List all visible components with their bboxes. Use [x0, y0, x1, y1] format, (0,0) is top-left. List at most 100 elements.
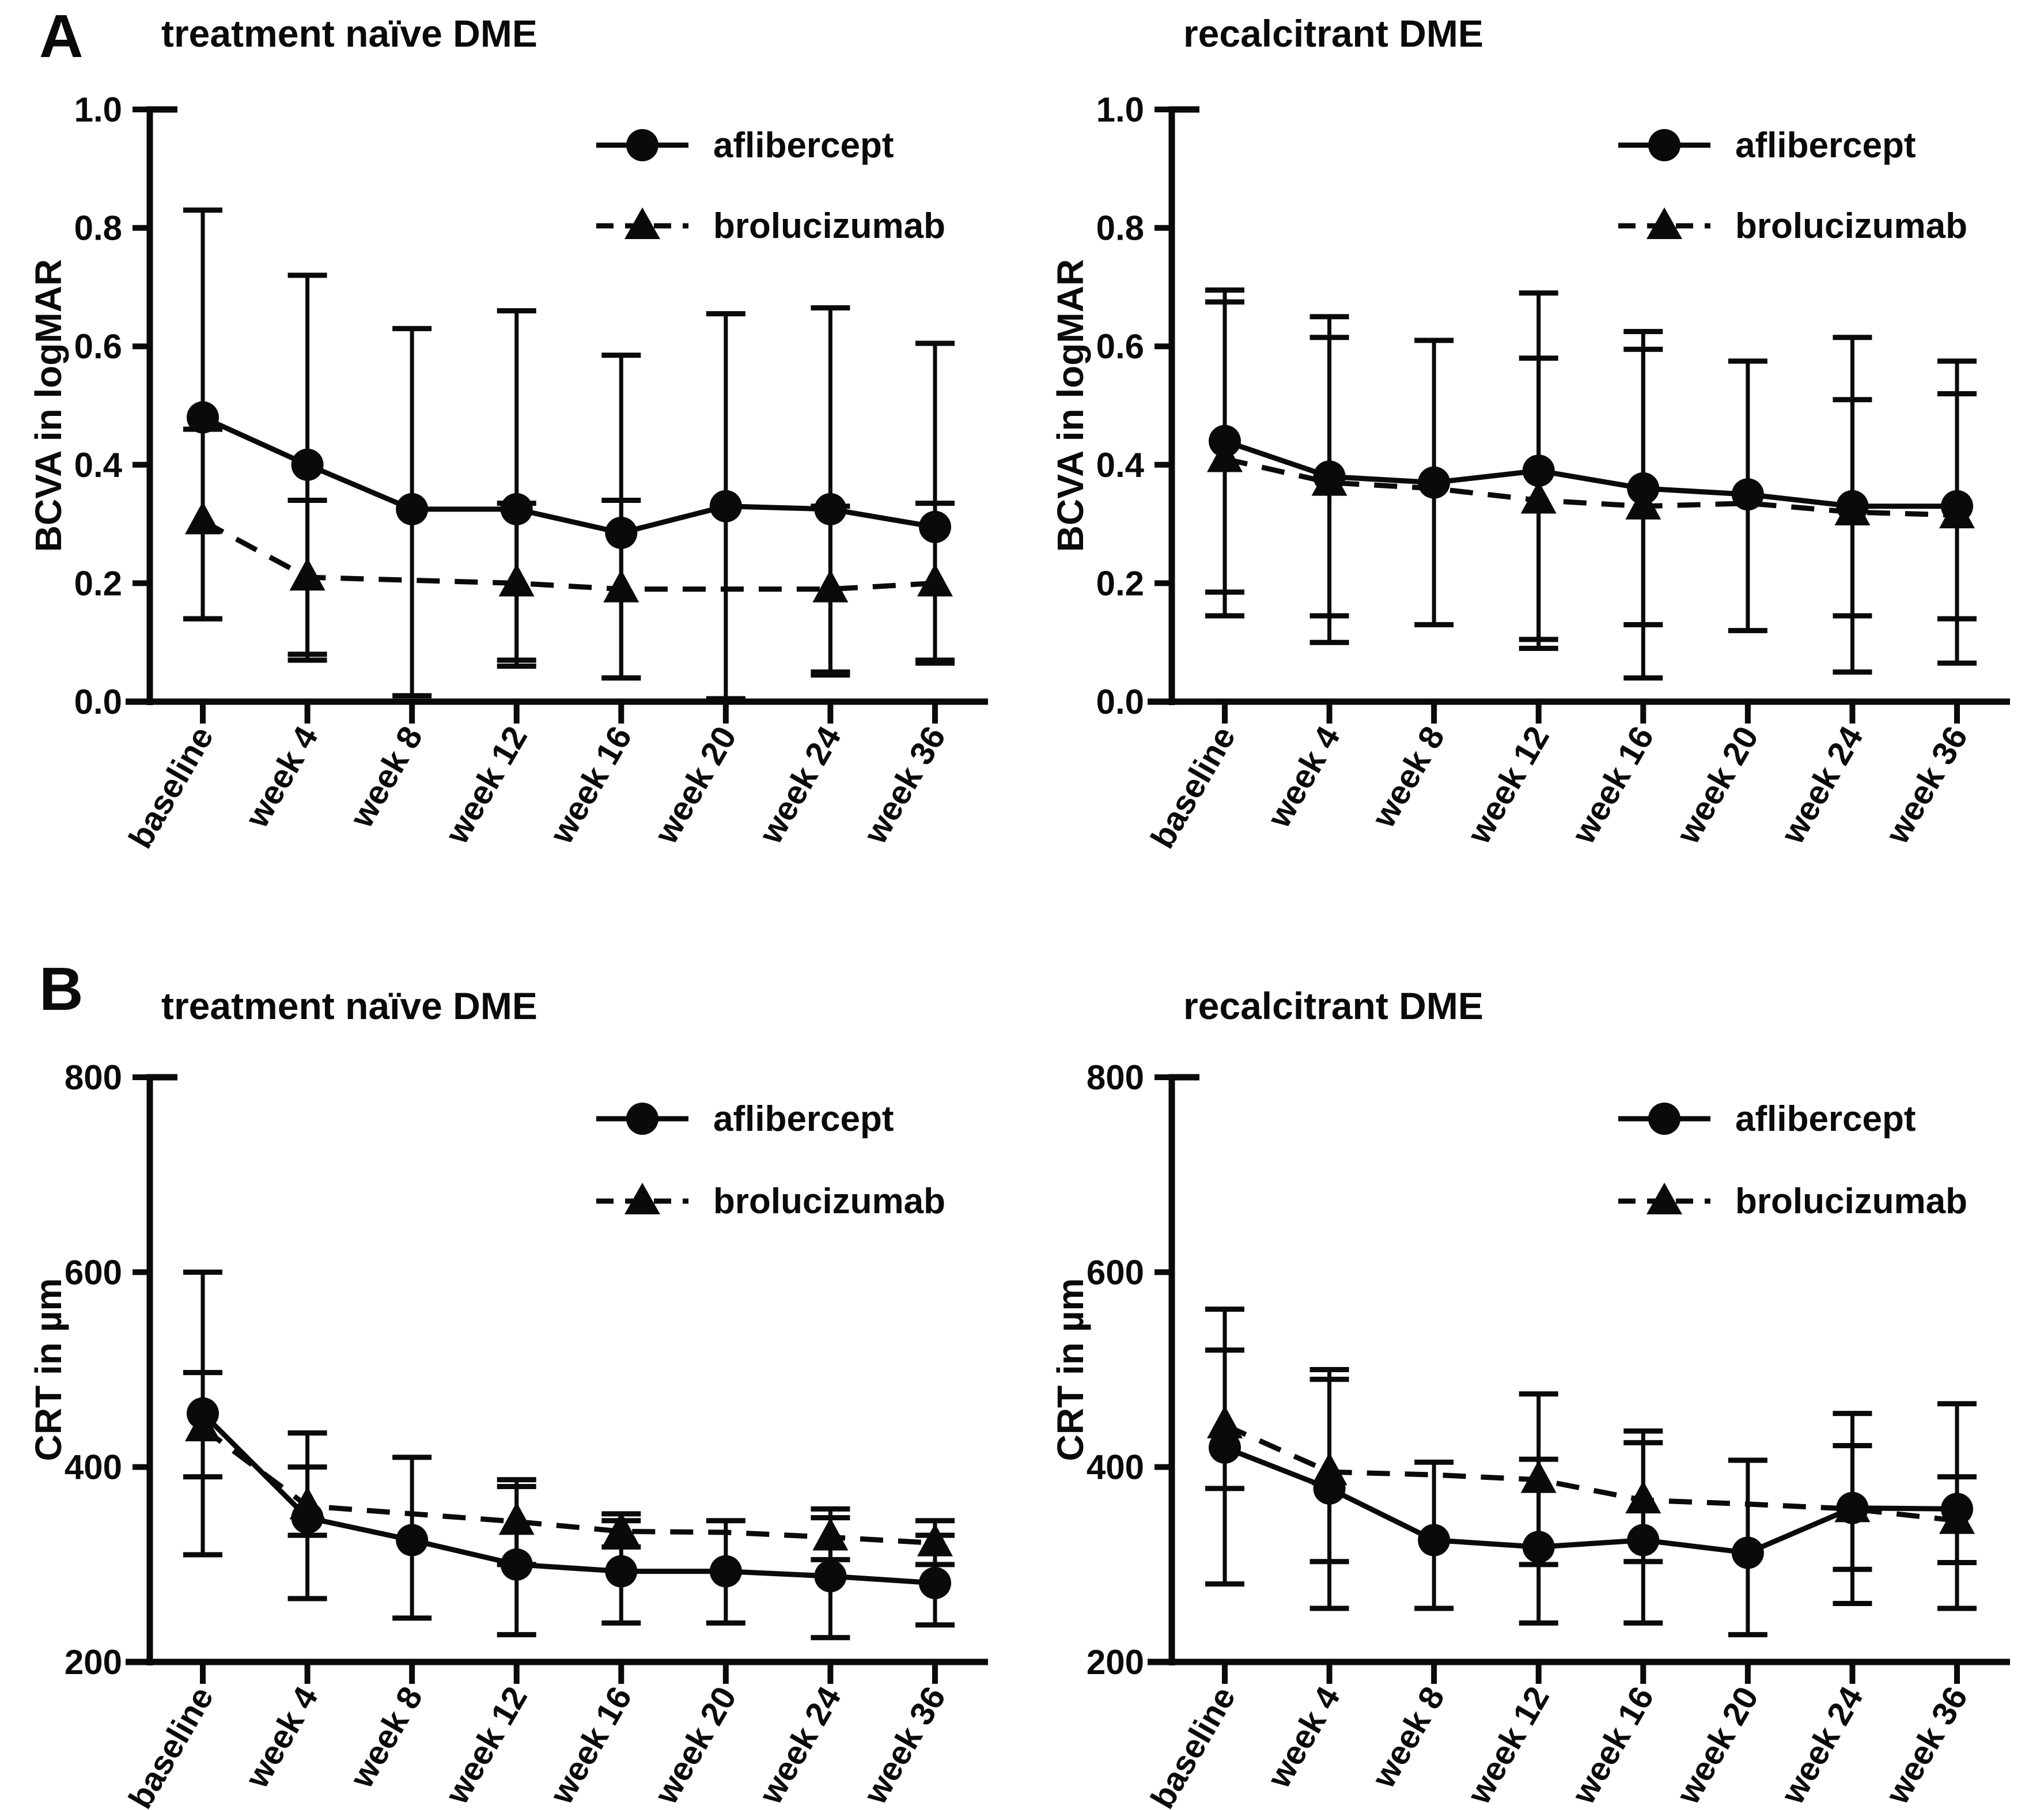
series-brolucizumab — [1205, 299, 1977, 642]
chart-title: treatment naïve DME — [161, 984, 538, 1027]
x-tick-label: week 4 — [1260, 1680, 1347, 1794]
chart-crt-treatment-naive: treatment naïve DME 200 400 600 800 baseline… — [0, 887, 1022, 1810]
x-tick-label: baseline — [1144, 720, 1243, 855]
axes — [1148, 1074, 2010, 1684]
panel-label-a: A — [39, 2, 84, 70]
legend-label: aflibercept — [713, 1099, 894, 1139]
y-axis-title: BCVA in logMAR — [28, 259, 69, 552]
y-tick-label: 0.0 — [1096, 683, 1144, 721]
y-tick-label: 0.6 — [1096, 327, 1144, 366]
chart-title: treatment naïve DME — [161, 12, 538, 55]
x-tick-label: week 12 — [1460, 720, 1557, 850]
legend-label: aflibercept — [1735, 126, 1916, 165]
legend-item-aflibercept: aflibercept — [1618, 126, 1916, 165]
legend-triangle-marker-icon — [1646, 1183, 1682, 1214]
axes — [126, 106, 988, 724]
x-tick-label: week 24 — [1774, 1680, 1871, 1810]
y-tick-label: 1.0 — [1096, 90, 1144, 129]
legend-item-brolucizumab: brolucizumab — [1618, 206, 1967, 246]
legend-circle-marker-icon — [626, 1103, 658, 1135]
y-tick-label: 0.6 — [74, 327, 122, 366]
x-tick-label: week 20 — [1669, 1680, 1766, 1810]
y-tick-label: 0.4 — [1096, 446, 1145, 484]
series-aflibercept — [183, 207, 955, 702]
x-tick-label: week 24 — [752, 1680, 849, 1810]
axes — [126, 1074, 988, 1684]
legend-triangle-marker-icon — [624, 207, 660, 239]
chart-title: recalcitrant DME — [1183, 12, 1483, 55]
legend-label: brolucizumab — [713, 1182, 945, 1221]
x-tick-label: week 12 — [1460, 1680, 1557, 1810]
x-tick-label: week 16 — [542, 720, 639, 850]
x-tick-label: baseline — [122, 720, 221, 855]
y-tick-label: 600 — [65, 1253, 122, 1292]
x-tick-label: baseline — [122, 1680, 221, 1810]
legend-label: aflibercept — [1735, 1099, 1916, 1139]
legend-circle-marker-icon — [1648, 129, 1680, 161]
x-tick-label: week 4 — [1260, 720, 1347, 834]
series-aflibercept — [183, 1269, 955, 1641]
y-tick-label: 600 — [1087, 1253, 1144, 1292]
y-tick-label: 0.8 — [74, 209, 122, 248]
chart-bcva-treatment-naive: treatment naïve DME 0.0 0.2 0.4 0.6 0.8 1.0 ba… — [0, 0, 1022, 887]
x-tick-label: week 20 — [1669, 720, 1766, 850]
x-tick-label: week 36 — [856, 1680, 953, 1810]
y-tick-label: 1.0 — [74, 90, 122, 129]
legend-item-brolucizumab: brolucizumab — [1618, 1182, 1967, 1221]
axes — [1148, 106, 2010, 724]
x-tick-label: week 16 — [542, 1680, 639, 1810]
y-tick-label: 400 — [65, 1448, 122, 1487]
y-tick-label: 0.2 — [1096, 564, 1144, 603]
y-axis-title: CRT in µm — [28, 1278, 69, 1461]
panel-label-b: B — [39, 955, 84, 1023]
legend-label: brolucizumab — [1735, 1182, 1967, 1221]
x-tick-label: week 16 — [1564, 1680, 1661, 1810]
legend-item-aflibercept: aflibercept — [1618, 1099, 1916, 1139]
x-tick-label: week 4 — [238, 720, 325, 834]
y-axis-title: BCVA in logMAR — [1050, 259, 1091, 552]
y-axis-title: CRT in µm — [1050, 1278, 1091, 1461]
x-tick-label: baseline — [1144, 1680, 1243, 1810]
y-tick-label: 0.0 — [74, 683, 122, 721]
chart-title: recalcitrant DME — [1183, 984, 1483, 1027]
y-tick-label: 200 — [1087, 1643, 1144, 1682]
legend-label: aflibercept — [713, 126, 894, 165]
legend-item-aflibercept: aflibercept — [596, 1099, 894, 1139]
chart-crt-recalcitrant: recalcitrant DME 200 400 600 800 baseline wee… — [1022, 887, 2044, 1810]
x-tick-label: week 36 — [1878, 720, 1975, 850]
series-brolucizumab — [1205, 1347, 1977, 1572]
y-tick-label: 0.4 — [74, 446, 123, 484]
x-tick-label: week 8 — [342, 1680, 430, 1794]
series-brolucizumab — [183, 1370, 955, 1567]
y-tick-label: 0.2 — [74, 564, 122, 603]
legend-label: brolucizumab — [1735, 206, 1967, 246]
x-tick-label: week 8 — [1364, 720, 1452, 834]
legend-item-brolucizumab: brolucizumab — [596, 206, 945, 246]
y-tick-label: 200 — [65, 1643, 122, 1682]
x-tick-label: week 36 — [1878, 1680, 1975, 1810]
x-tick-label: week 4 — [238, 1680, 325, 1794]
legend-item-aflibercept: aflibercept — [596, 126, 894, 165]
x-tick-label: week 24 — [752, 720, 849, 850]
legend-circle-marker-icon — [1648, 1103, 1680, 1135]
x-tick-label: week 12 — [438, 720, 535, 850]
x-tick-label: week 16 — [1564, 720, 1661, 850]
x-tick-label: week 36 — [856, 720, 953, 850]
legend-triangle-marker-icon — [1646, 207, 1682, 239]
x-tick-label: week 24 — [1774, 720, 1871, 850]
y-tick-label: 800 — [65, 1058, 122, 1097]
x-tick-label: week 20 — [647, 720, 744, 850]
chart-bcva-recalcitrant: recalcitrant DME 0.0 0.2 0.4 0.6 0.8 1.0 basel… — [1022, 0, 2044, 887]
y-tick-label: 400 — [1087, 1448, 1144, 1487]
series-brolucizumab — [183, 426, 955, 681]
legend-item-brolucizumab: brolucizumab — [596, 1182, 945, 1221]
legend-triangle-marker-icon — [624, 1183, 660, 1214]
legend-label: brolucizumab — [713, 206, 945, 246]
x-tick-label: week 20 — [647, 1680, 744, 1810]
